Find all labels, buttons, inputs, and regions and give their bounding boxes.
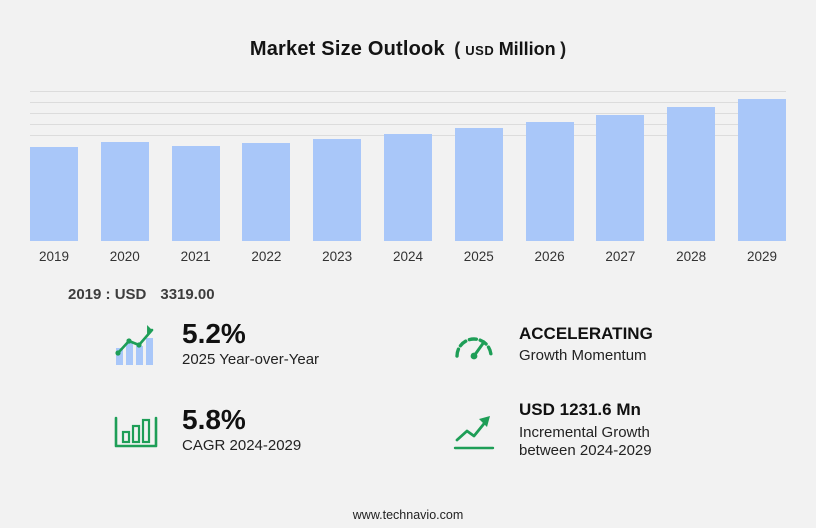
market-size-bar-chart: 2019 2020 2021 2022 2023 2024 2025 2026 2027 2028… — [0, 91, 816, 264]
chart-bar — [30, 147, 78, 241]
chart-xlabel: 2026 — [534, 249, 565, 264]
stats-grid: 5.2% 2025 Year-over-Year ACCELERATING Gr… — [0, 319, 816, 461]
chart-xlabel: 2022 — [251, 249, 282, 264]
cagr-value: 5.8% — [182, 404, 246, 436]
title-currency: USD — [465, 43, 495, 58]
chart-bar — [383, 134, 432, 241]
chart-xlabel: 2021 — [180, 249, 211, 264]
gauge-icon — [449, 322, 499, 368]
chart-bar — [100, 142, 149, 241]
yoy-value: 5.2% — [182, 318, 246, 349]
chart-bar — [171, 146, 220, 241]
chart-bar — [454, 128, 503, 241]
chart-bar — [525, 122, 574, 241]
stat-yoy: 5.2% 2025 Year-over-Year — [112, 319, 449, 370]
yoy-label: 2025 Year-over-Year — [182, 351, 320, 369]
chart-plot — [30, 91, 786, 241]
chart-xlabel: 2024 — [392, 249, 423, 264]
incremental-label-line2: between 2024-2029 — [519, 442, 652, 460]
footer-url: www.technavio.com — [352, 508, 464, 522]
chart-bar — [667, 107, 716, 241]
title-main: Market Size Outlook — [249, 38, 445, 60]
stat-cagr: 5.8% CAGR 2024-2029 — [112, 400, 449, 461]
yoy-bars-icon — [112, 322, 162, 368]
page-title: Market Size Outlook ( USD Million ) — [0, 0, 816, 61]
title-paren-close: ) — [560, 39, 567, 59]
base-year-value: 3319.00 — [160, 286, 215, 303]
base-year-label: 2019 : USD — [68, 286, 147, 303]
chart-xlabel: 2025 — [463, 249, 494, 264]
growth-arrow-icon — [449, 408, 499, 454]
chart-xlabel: 2028 — [676, 249, 707, 264]
chart-bar — [242, 143, 291, 241]
cagr-box-icon — [112, 408, 162, 454]
chart-xlabel: 2027 — [605, 249, 636, 264]
title-unit: Million — [498, 39, 556, 59]
incremental-value: USD 1231.6 Mn — [519, 400, 641, 420]
chart-bar — [596, 115, 645, 241]
stat-incremental-growth: USD 1231.6 Mn Incremental Growth between… — [449, 400, 786, 461]
cagr-label: CAGR 2024-2029 — [182, 437, 302, 455]
title-paren-open: ( — [454, 39, 461, 59]
chart-xlabel: 2019 — [38, 249, 70, 264]
chart-xlabel: 2029 — [746, 249, 777, 264]
chart-xlabels: 2019 2020 2021 2022 2023 2024 2025 2026 2027 2028… — [30, 249, 786, 264]
stat-momentum: ACCELERATING Growth Momentum — [449, 319, 786, 370]
momentum-value: ACCELERATING — [519, 323, 653, 343]
chart-bar — [313, 139, 362, 241]
chart-xlabel: 2023 — [322, 249, 353, 264]
incremental-label-line1: Incremental Growth — [519, 423, 650, 441]
base-year-annotation: 2019 : USD 3319.00 — [68, 286, 816, 303]
momentum-label: Growth Momentum — [519, 346, 647, 364]
chart-bar — [737, 99, 786, 241]
chart-xlabel: 2020 — [109, 249, 140, 264]
